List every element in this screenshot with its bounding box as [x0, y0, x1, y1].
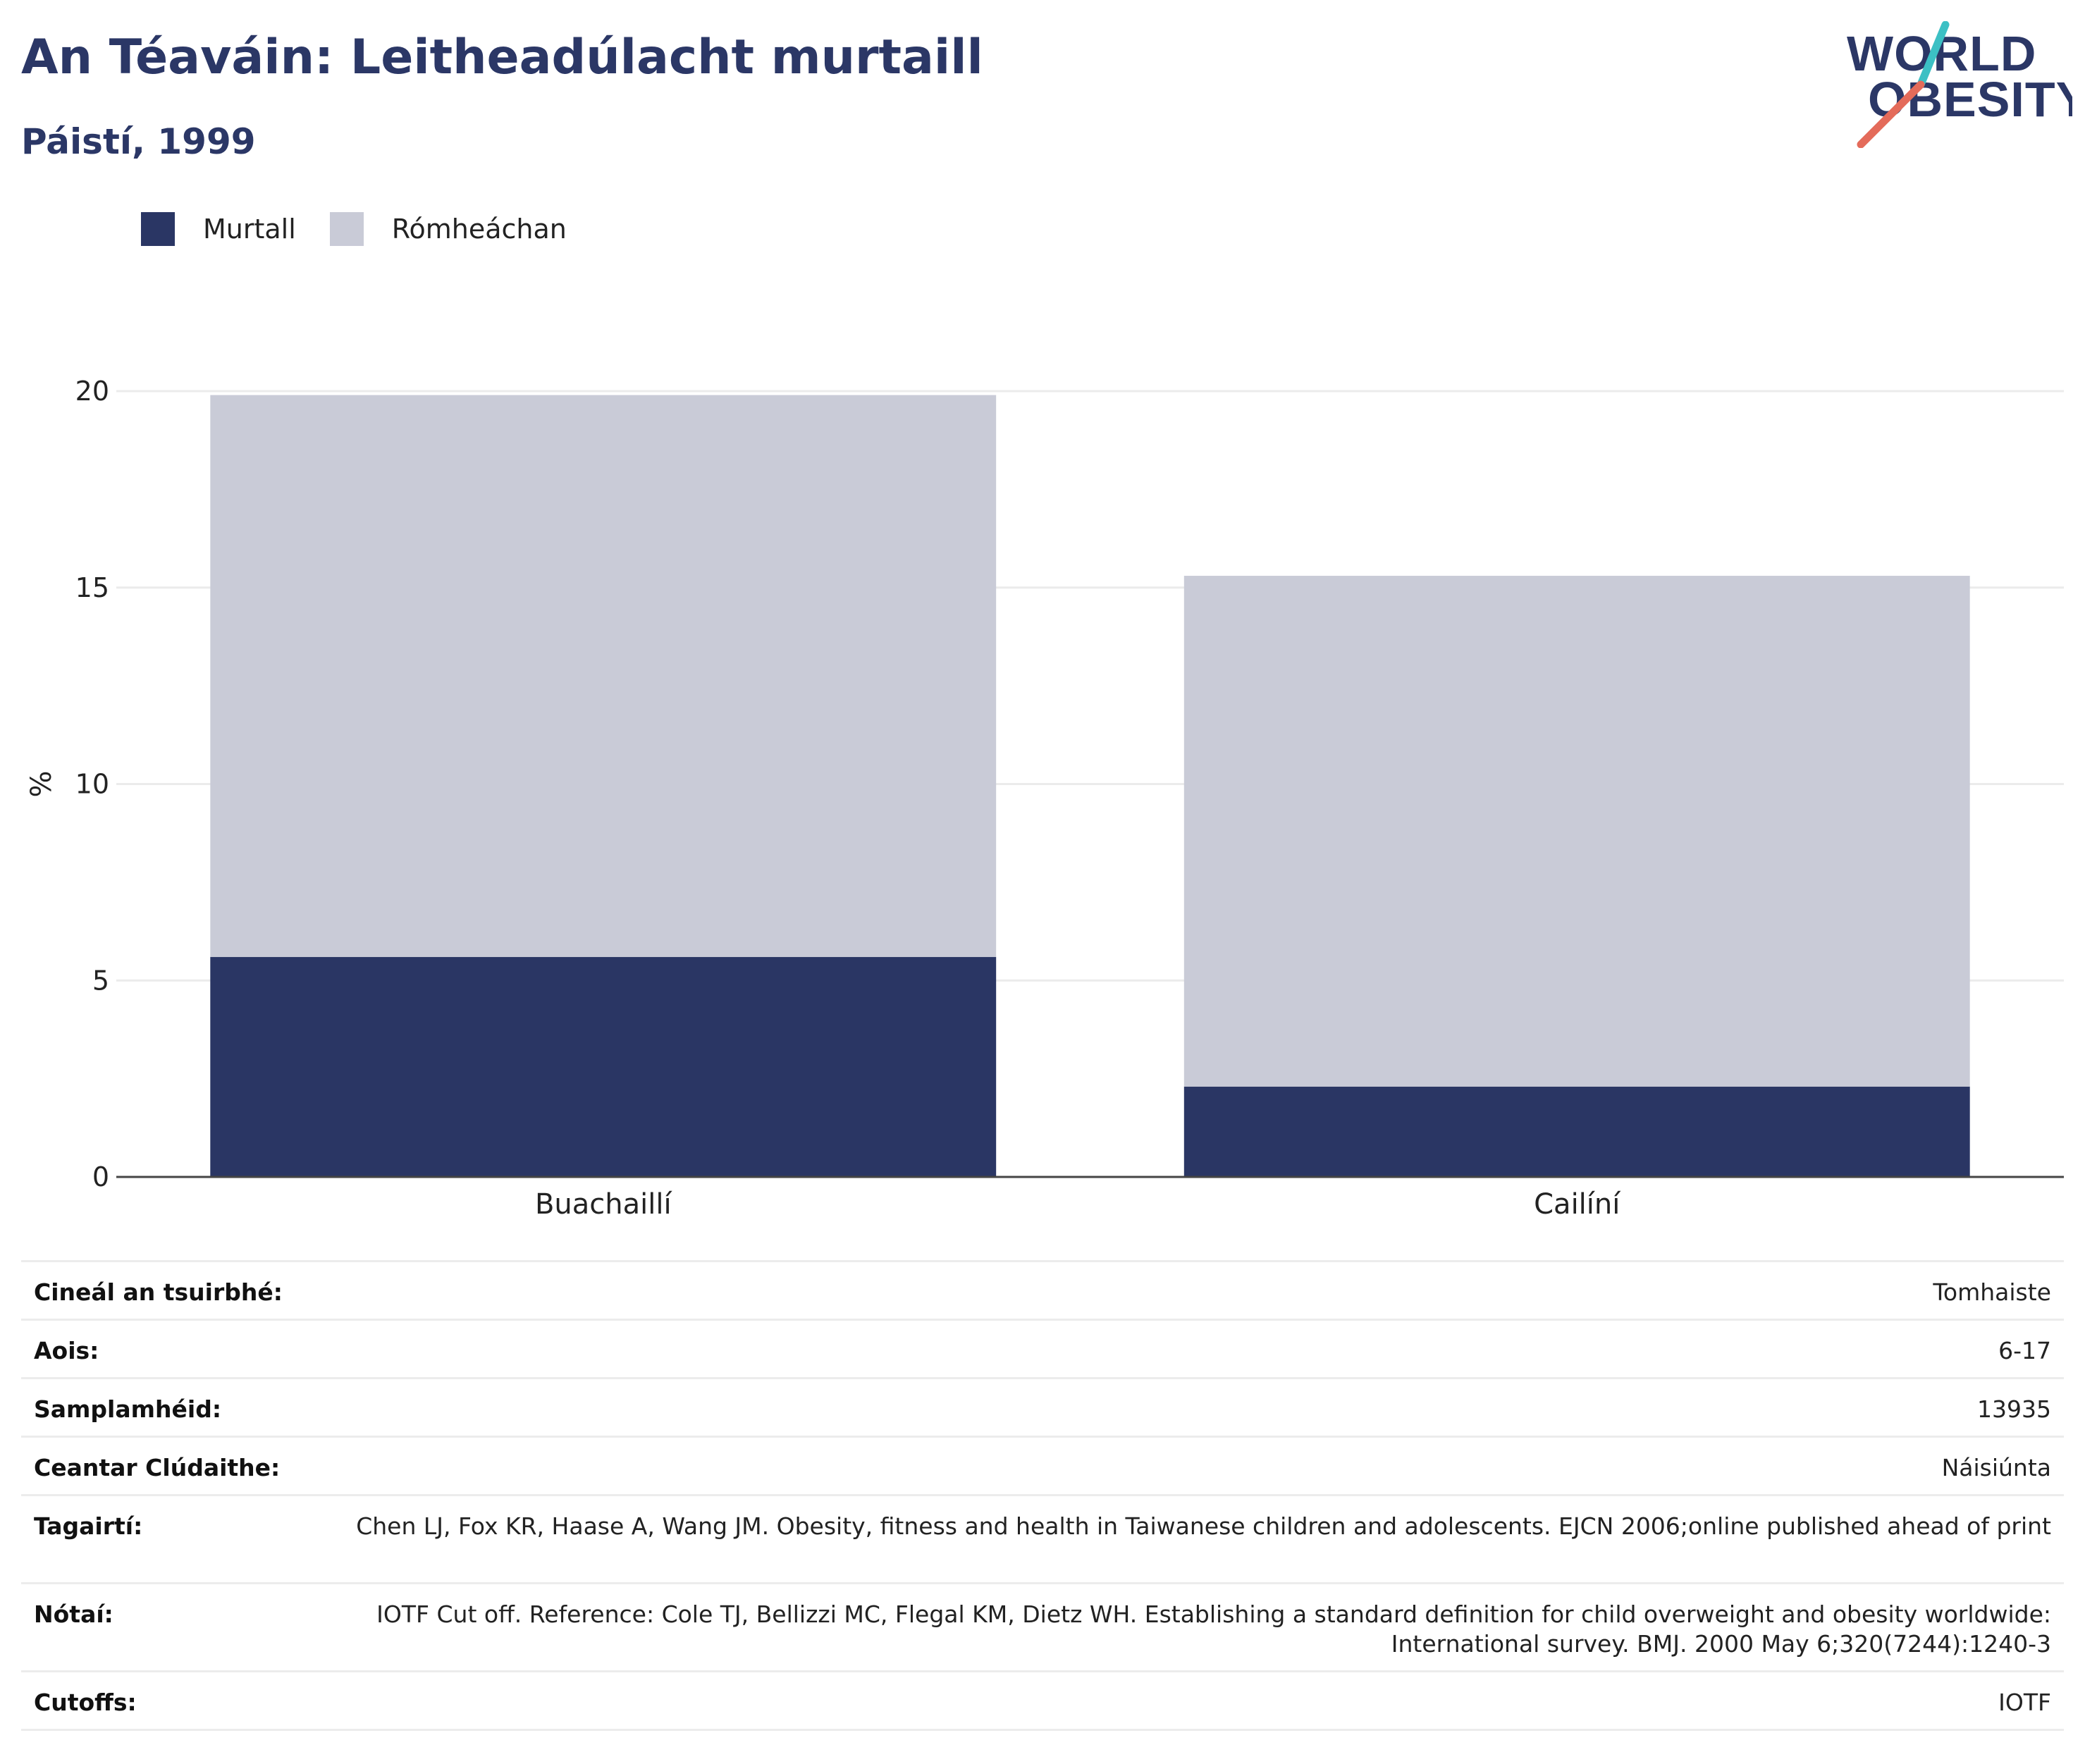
- chart-subtitle: Páistí, 1999: [21, 121, 256, 162]
- info-value: IOTF: [343, 1670, 2064, 1731]
- legend-swatch-overweight: [329, 212, 364, 246]
- stacked-bar-chart: 0 5 10 15 20% Buachaillí Cailíní: [25, 376, 2064, 1221]
- legend-label-obese: Murtall: [203, 214, 296, 245]
- logo-slash-coral: [1857, 80, 1925, 148]
- info-row-area-covered: Ceantar Clúdaithe: Náisiúnta: [21, 1436, 2064, 1495]
- info-value: Náisiúnta: [343, 1436, 2064, 1495]
- info-row-references: Tagairtí: Chen LJ, Fox KR, Haase A, Wang…: [21, 1494, 2064, 1584]
- info-value: 13935: [343, 1377, 2064, 1437]
- info-row-sample-size: Samplamhéid: 13935: [21, 1377, 2064, 1437]
- bar-segment-overweight[interactable]: [1183, 576, 1970, 1087]
- info-key: Tagairtí:: [21, 1494, 343, 1584]
- info-key: Cutoffs:: [21, 1670, 343, 1731]
- info-row-survey-type: Cineál an tsuirbhé: Tomhaiste: [21, 1260, 2064, 1320]
- x-tick-label: Cailíní: [1534, 1188, 1621, 1221]
- logo-slash-teal: [1917, 21, 1950, 89]
- info-key: Nótaí:: [21, 1582, 343, 1672]
- x-tick-label: Buachaillí: [535, 1188, 673, 1221]
- info-value: 6-17: [343, 1319, 2064, 1378]
- world-obesity-logo: WORLD OBESITY: [1847, 21, 2072, 148]
- info-row-age: Aois: 6-17: [21, 1319, 2064, 1378]
- chart-title: An Téaváin: Leitheadúlacht murtaill: [21, 30, 983, 85]
- legend-item-overweight[interactable]: Rómheáchan: [329, 212, 567, 246]
- info-value: Chen LJ, Fox KR, Haase A, Wang JM. Obesi…: [343, 1494, 2064, 1584]
- y-axis-label: %: [25, 770, 58, 797]
- info-row-notes: Nótaí: IOTF Cut off. Reference: Cole TJ,…: [21, 1582, 2064, 1672]
- info-key: Ceantar Clúdaithe:: [21, 1436, 343, 1495]
- info-key: Aois:: [21, 1319, 343, 1378]
- bar-segment-obese[interactable]: [1183, 1086, 1970, 1177]
- legend-swatch-obese: [141, 212, 175, 246]
- legend: Murtall Rómheáchan: [141, 208, 601, 250]
- info-value: IOTF Cut off. Reference: Cole TJ, Belliz…: [343, 1582, 2064, 1672]
- logo-line-2: OBESITY: [1868, 72, 2072, 127]
- info-key: Cineál an tsuirbhé:: [21, 1260, 343, 1320]
- bar-segment-overweight[interactable]: [210, 395, 997, 957]
- info-value: Tomhaiste: [343, 1260, 2064, 1320]
- legend-item-obese[interactable]: Murtall: [141, 212, 296, 246]
- survey-info-table: Cineál an tsuirbhé: Tomhaiste Aois: 6-17…: [21, 1260, 2064, 1731]
- bar-segment-obese[interactable]: [210, 956, 997, 1177]
- info-row-cutoffs: Cutoffs: IOTF: [21, 1670, 2064, 1731]
- y-tick-label: 15: [75, 572, 109, 603]
- y-tick-label: 0: [92, 1161, 109, 1192]
- y-tick-label: 20: [75, 376, 109, 407]
- legend-label-overweight: Rómheáchan: [391, 214, 567, 245]
- y-tick-label: 10: [75, 769, 109, 800]
- info-key: Samplamhéid:: [21, 1377, 343, 1437]
- y-tick-label: 5: [92, 965, 109, 996]
